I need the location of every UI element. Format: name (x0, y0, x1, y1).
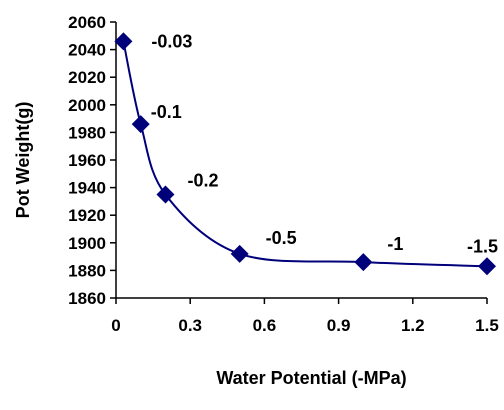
series-line (122, 41, 488, 268)
x-axis-title: Water Potential (-MPa) (216, 368, 406, 388)
x-tick-label: 1.5 (475, 316, 499, 335)
y-tick-label: 1940 (68, 179, 106, 198)
y-tick-label: 1980 (68, 123, 106, 142)
chart-axes (115, 22, 487, 299)
y-tick-label: 1920 (68, 206, 106, 225)
x-tick-label: 1.2 (401, 316, 425, 335)
y-tick-label: 1860 (68, 289, 106, 308)
y-tick-label: 2020 (68, 68, 106, 87)
x-tick-label: 0 (111, 316, 120, 335)
y-tick-label: 2000 (68, 96, 106, 115)
x-axis-ticks: 0 0.3 0.6 0.9 1.2 1.5 (111, 298, 499, 335)
data-point-marker (114, 32, 133, 51)
data-point-label: -1.5 (467, 236, 498, 256)
y-tick-label: 1880 (68, 261, 106, 280)
x-tick-label: 0.9 (327, 316, 351, 335)
x-tick-label: 0.6 (253, 316, 277, 335)
data-point-marker (354, 253, 373, 272)
y-axis-title: Pot Weight(g) (13, 102, 33, 219)
y-axis-ticks: 1860 1880 1900 1920 1940 1960 1980 2000 2020 2040… (68, 13, 116, 308)
data-point-label: -1 (387, 234, 403, 254)
data-point-marker (230, 244, 249, 263)
data-point-label: -0.03 (151, 31, 192, 51)
series-markers (114, 32, 496, 276)
data-point-marker (156, 185, 175, 204)
data-point-marker (131, 115, 150, 134)
y-tick-label: 1900 (68, 234, 106, 253)
data-labels: -0.03 -0.1 -0.2 -0.5 -1 -1.5 (151, 31, 498, 256)
data-point-label: -0.2 (187, 171, 218, 191)
y-tick-label: 2040 (68, 41, 106, 60)
data-point-label: -0.1 (151, 102, 182, 122)
data-point-label: -0.5 (266, 228, 297, 248)
y-tick-label: 2060 (68, 13, 106, 32)
x-tick-label: 0.3 (178, 316, 202, 335)
y-tick-label: 1960 (68, 151, 106, 170)
data-point-marker (478, 257, 496, 276)
